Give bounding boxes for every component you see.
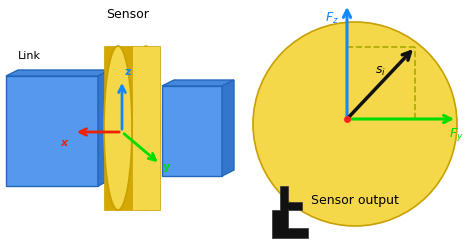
Polygon shape <box>132 46 160 210</box>
Text: y: y <box>163 162 170 172</box>
Text: Sensor output: Sensor output <box>311 194 399 207</box>
Text: x: x <box>60 138 67 148</box>
Polygon shape <box>222 80 234 176</box>
Polygon shape <box>162 80 234 86</box>
Circle shape <box>253 22 457 226</box>
Text: $F_y$: $F_y$ <box>449 126 464 143</box>
Polygon shape <box>6 70 110 76</box>
Ellipse shape <box>104 46 132 210</box>
Polygon shape <box>6 76 98 186</box>
Polygon shape <box>104 46 132 210</box>
Text: $s_i$: $s_i$ <box>375 65 386 78</box>
Polygon shape <box>98 70 110 186</box>
Text: Sensor: Sensor <box>107 8 149 21</box>
Text: Link: Link <box>18 51 41 61</box>
Polygon shape <box>272 186 308 238</box>
Text: $F_z$: $F_z$ <box>325 11 339 26</box>
Ellipse shape <box>132 46 160 210</box>
Text: z: z <box>125 67 131 77</box>
Polygon shape <box>162 86 222 176</box>
